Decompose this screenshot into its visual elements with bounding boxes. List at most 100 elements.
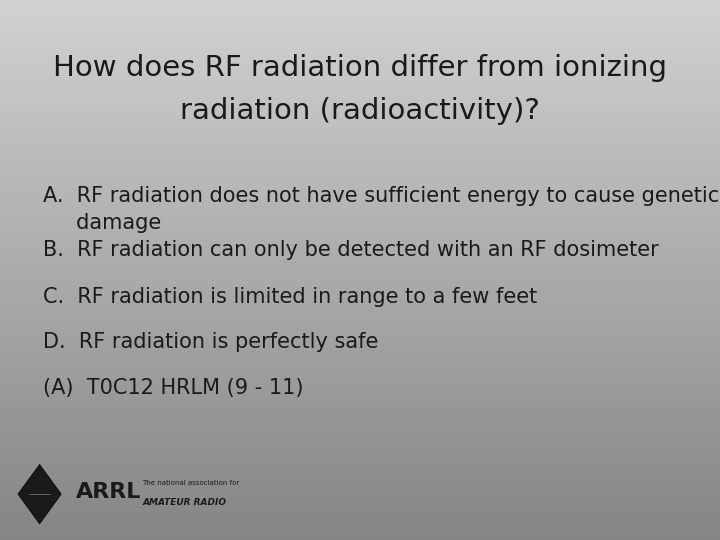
Bar [0,186,720,187]
Bar [0,324,720,325]
Bar [0,197,720,198]
Bar [0,487,720,489]
Bar [0,498,720,500]
Bar [0,178,720,179]
Bar [0,469,720,470]
Bar [0,532,720,534]
Bar [0,409,720,410]
Bar [0,395,720,397]
Bar [0,459,720,460]
Bar [0,400,720,401]
Bar [0,227,720,228]
Bar [0,456,720,458]
Bar [0,518,720,519]
Bar [0,438,720,440]
Bar [0,379,720,381]
Bar [0,266,720,267]
Bar [0,14,720,15]
Bar [0,486,720,487]
Bar [0,231,720,232]
Text: The national association for: The national association for [143,480,240,486]
Bar [0,177,720,178]
Bar [0,293,720,294]
Bar [0,205,720,206]
Bar [0,50,720,51]
Bar [0,100,720,102]
Bar [0,94,720,96]
Bar [0,332,720,333]
Bar [0,444,720,446]
Bar [0,109,720,111]
Bar [0,140,720,141]
Bar [0,354,720,355]
Bar [0,435,720,436]
Bar [0,338,720,339]
Bar [0,485,720,486]
Bar [0,152,720,154]
Bar [0,328,720,329]
Bar [0,330,720,332]
Bar [0,502,720,503]
Bar [0,157,720,158]
Bar [0,145,720,146]
Bar [0,96,720,97]
Bar [0,61,720,62]
Bar [0,307,720,308]
Bar [0,529,720,530]
Bar [0,115,720,116]
Bar [0,325,720,327]
Bar [0,102,720,103]
Bar [0,340,720,341]
Bar [0,420,720,421]
Bar [0,345,720,346]
Bar [0,202,720,204]
Bar [0,536,720,537]
Bar [0,46,720,47]
Bar [0,421,720,422]
Bar [0,436,720,437]
Bar [0,28,720,30]
Bar [0,449,720,451]
Bar [0,58,720,59]
Bar [0,357,720,359]
Bar [0,501,720,502]
Bar [0,496,720,497]
Bar [0,24,720,25]
Bar [0,422,720,424]
Bar [0,280,720,281]
Bar [0,433,720,435]
Bar [0,474,720,475]
Bar [0,139,720,140]
Bar [0,196,720,197]
Bar [0,372,720,373]
Bar [0,122,720,123]
Bar [0,25,720,27]
Bar [0,442,720,443]
Bar [0,219,720,220]
Bar [0,292,720,293]
Bar [0,319,720,320]
Bar [0,510,720,512]
Text: C.  RF radiation is limited in range to a few feet: C. RF radiation is limited in range to a… [43,287,537,307]
Bar [0,255,720,256]
Bar [0,69,720,70]
Bar [0,221,720,222]
Bar [0,159,720,160]
Bar [0,160,720,162]
Bar [0,470,720,471]
Bar [0,49,720,50]
Bar [0,113,720,115]
Bar [0,9,720,11]
Bar [0,16,720,17]
Bar [0,512,720,513]
Bar [0,530,720,532]
Bar [0,278,720,280]
Bar [0,346,720,347]
Bar [0,296,720,297]
Bar [0,71,720,73]
Bar [0,240,720,241]
Bar [0,39,720,40]
Text: (A)  T0C12 HRLM (9 - 11): (A) T0C12 HRLM (9 - 11) [43,378,304,398]
Bar [0,314,720,316]
Bar [0,166,720,167]
